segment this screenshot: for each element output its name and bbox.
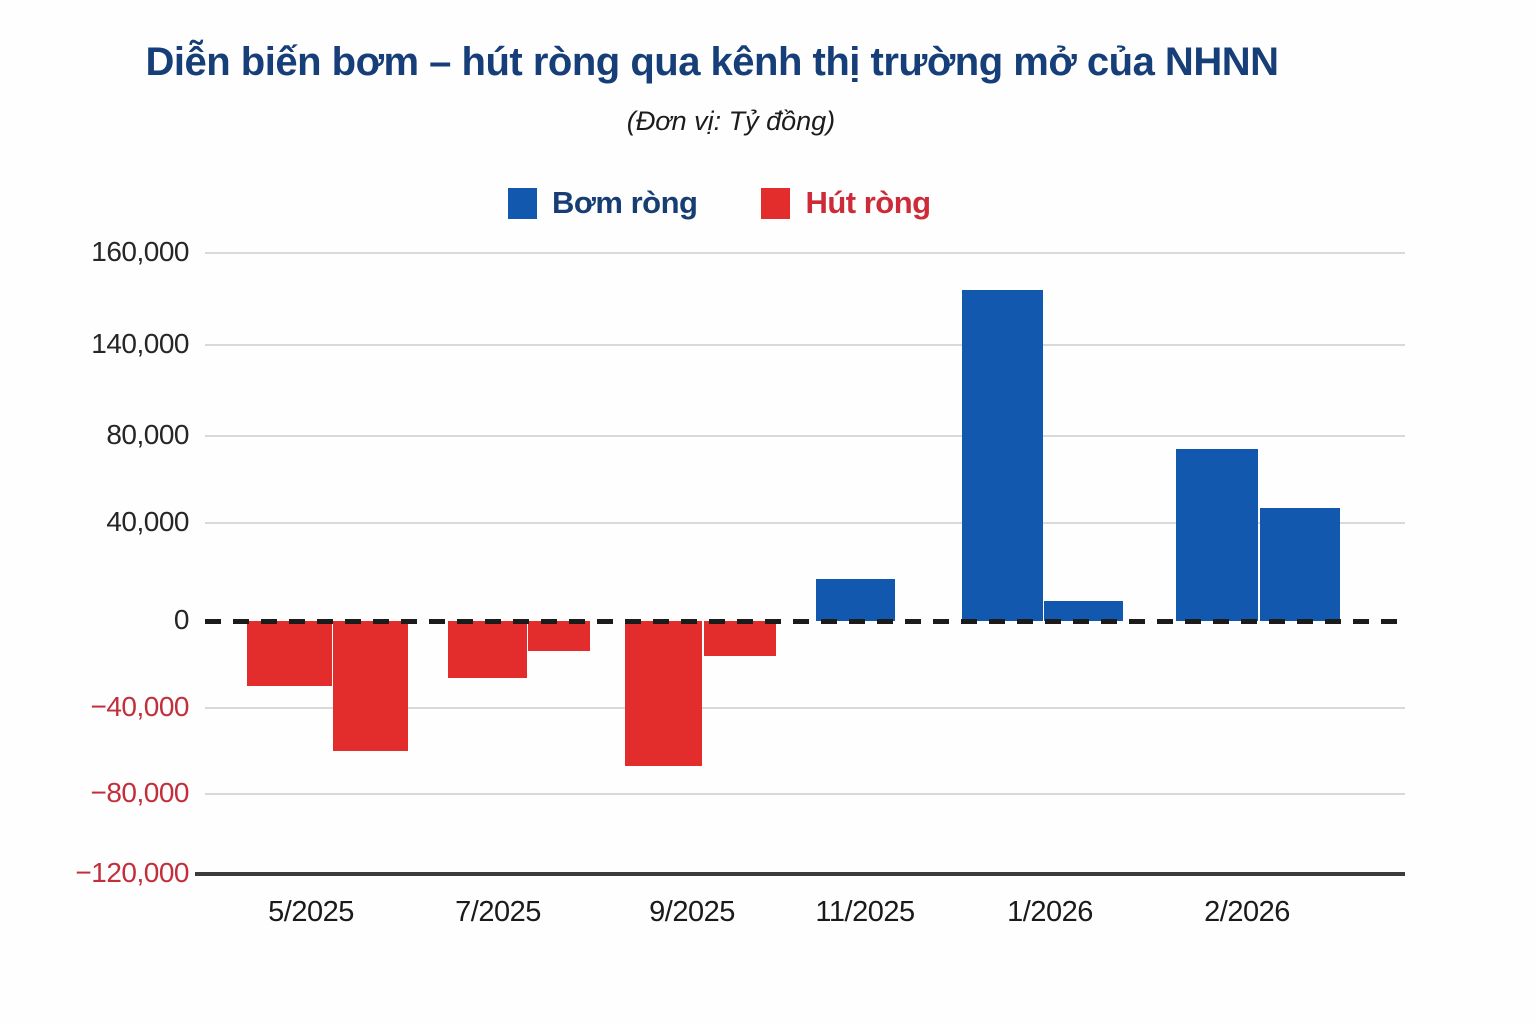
bar-hut-rong xyxy=(528,621,590,652)
chart-title: Diễn biến bơm – hút ròng qua kênh thị tr… xyxy=(145,40,1279,84)
legend-swatch-blue xyxy=(508,187,537,219)
bar-hut-rong xyxy=(625,621,702,767)
chart-subtitle: (Đơn vị: Tỷ đồng) xyxy=(626,106,836,136)
x-tick-label: 11/2025 xyxy=(815,896,915,928)
gridline xyxy=(205,707,1405,709)
y-tick-label: −120,000 xyxy=(75,857,189,888)
legend-label: Bơm ròng xyxy=(552,185,698,220)
bar-bom-rong xyxy=(962,289,1043,621)
x-tick-label: 1/2026 xyxy=(1007,896,1093,928)
bar-hut-rong xyxy=(333,621,408,751)
legend-label: Hút ròng xyxy=(805,185,931,220)
y-tick-label: 0 xyxy=(173,604,190,635)
x-axis-line xyxy=(195,872,1405,876)
bar-bom-rong xyxy=(816,579,895,621)
bar-hut-rong xyxy=(704,621,776,656)
x-tick-label: 9/2025 xyxy=(649,896,735,928)
x-tick-label: 2/2026 xyxy=(1204,896,1290,928)
zero-baseline xyxy=(205,619,1405,624)
legend-item-bom-rong: Bơm ròng xyxy=(508,185,698,221)
bar-bom-rong xyxy=(1044,601,1123,621)
y-tick-label: 160,000 xyxy=(91,236,189,267)
bar-bom-rong xyxy=(1176,449,1258,621)
y-tick-label: −40,000 xyxy=(90,691,190,722)
gridline xyxy=(205,435,1405,437)
legend-item-hut-rong: Hút ròng xyxy=(761,185,931,221)
y-tick-label: 40,000 xyxy=(106,506,189,537)
x-tick-label: 7/2025 xyxy=(455,896,541,928)
chart-legend: Bơm ròng Hút ròng xyxy=(508,185,931,221)
y-tick-label: 80,000 xyxy=(106,419,189,450)
gridline xyxy=(205,793,1405,795)
bar-bom-rong xyxy=(1260,507,1340,621)
gridline xyxy=(205,522,1405,524)
gridline xyxy=(205,252,1405,254)
gridline xyxy=(205,344,1405,346)
y-tick-label: −80,000 xyxy=(90,777,190,808)
y-tick-label: 140,000 xyxy=(91,328,189,359)
bar-hut-rong xyxy=(247,621,332,687)
legend-swatch-red xyxy=(761,187,791,219)
x-tick-label: 5/2025 xyxy=(268,896,354,928)
bar-hut-rong xyxy=(448,621,527,678)
